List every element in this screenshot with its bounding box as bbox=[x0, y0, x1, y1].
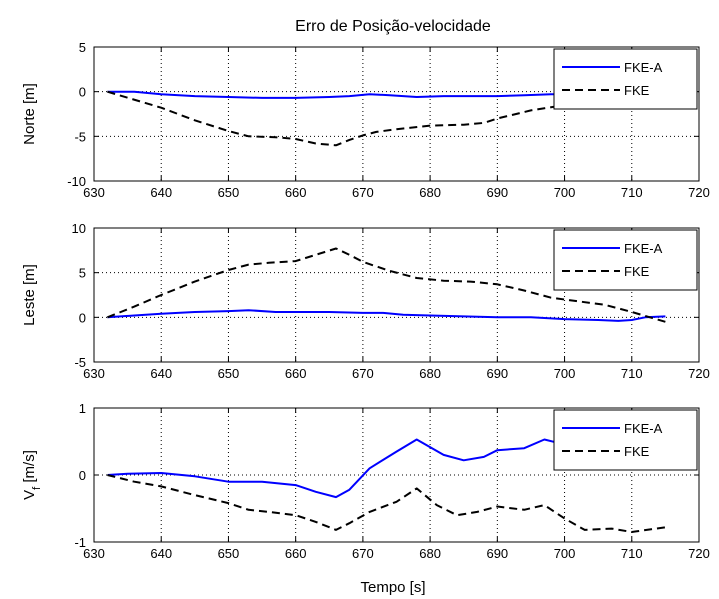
legend: FKE-A FKE bbox=[553, 48, 698, 110]
x-tick-label: 700 bbox=[554, 366, 576, 381]
legend: FKE-A FKE bbox=[553, 229, 698, 291]
x-tick-label: 680 bbox=[419, 366, 441, 381]
legend-label: FKE bbox=[624, 264, 650, 279]
x-tick-label: 660 bbox=[285, 546, 307, 561]
x-tick-label: 650 bbox=[218, 366, 240, 381]
x-tick-label: 650 bbox=[218, 546, 240, 561]
series-line-fke-a bbox=[107, 309, 666, 322]
x-tick-label: 670 bbox=[352, 546, 374, 561]
x-axis-label: Tempo [s] bbox=[360, 579, 425, 596]
y-tick-label: -5 bbox=[74, 129, 86, 144]
panel-1: 630 640 650 660 670 680 690 700 710 720 -10 -5 0 5 Nor… bbox=[21, 40, 710, 200]
y-axis-label: Norte [m] bbox=[21, 83, 38, 145]
legend-label: FKE-A bbox=[624, 60, 663, 75]
x-tick-label: 720 bbox=[688, 185, 710, 200]
legend-label: FKE bbox=[624, 444, 650, 459]
y-tick-label: 5 bbox=[79, 40, 86, 55]
figure-title: Erro de Posição-velocidade bbox=[295, 18, 491, 35]
x-tick-label: 690 bbox=[486, 185, 508, 200]
x-tick-label: 670 bbox=[352, 366, 374, 381]
x-tick-label: 670 bbox=[352, 185, 374, 200]
x-tick-label: 710 bbox=[621, 366, 643, 381]
y-tick-label: -5 bbox=[74, 355, 86, 370]
y-axis-label: Vf [m/s] bbox=[21, 450, 43, 500]
x-tick-label: 700 bbox=[554, 546, 576, 561]
legend-label: FKE bbox=[624, 83, 650, 98]
x-tick-label: 680 bbox=[419, 546, 441, 561]
x-tick-label: 710 bbox=[621, 546, 643, 561]
x-tick-label: 640 bbox=[150, 185, 172, 200]
x-tick-label: 660 bbox=[285, 366, 307, 381]
x-tick-label: 640 bbox=[150, 546, 172, 561]
panel-2: 630 640 650 660 670 680 690 700 710 720 -5 0 5 10 Lest… bbox=[21, 221, 710, 381]
x-tick-label: 680 bbox=[419, 185, 441, 200]
legend-label: FKE-A bbox=[624, 421, 663, 436]
series-line-fke bbox=[107, 474, 666, 533]
x-tick-label: 630 bbox=[83, 546, 105, 561]
x-tick-label: 720 bbox=[688, 546, 710, 561]
legend: FKE-A FKE bbox=[553, 409, 698, 471]
y-tick-label: 10 bbox=[72, 221, 86, 236]
x-tick-label: 640 bbox=[150, 366, 172, 381]
y-tick-label: 0 bbox=[79, 310, 86, 325]
series-line-fke-a bbox=[107, 438, 559, 499]
legend-box bbox=[553, 48, 698, 110]
x-tick-label: 650 bbox=[218, 185, 240, 200]
y-tick-label: -10 bbox=[67, 174, 86, 189]
x-tick-label: 720 bbox=[688, 366, 710, 381]
series-line-fke bbox=[107, 247, 666, 323]
x-tick-label: 690 bbox=[486, 546, 508, 561]
x-tick-label: 700 bbox=[554, 185, 576, 200]
x-tick-label: 630 bbox=[83, 366, 105, 381]
y-axis-label: Leste [m] bbox=[21, 264, 38, 326]
y-tick-label: 0 bbox=[79, 85, 86, 100]
y-tick-label: 5 bbox=[79, 266, 86, 281]
legend-box bbox=[553, 409, 698, 471]
x-tick-label: 660 bbox=[285, 185, 307, 200]
x-tick-label: 710 bbox=[621, 185, 643, 200]
y-tick-label: -1 bbox=[74, 535, 86, 550]
panel-3: 630 640 650 660 670 680 690 700 710 720 -1 0 1 Vf [m/… bbox=[21, 401, 710, 561]
legend-box bbox=[553, 229, 698, 291]
y-tick-label: 1 bbox=[79, 401, 86, 416]
y-tick-label: 0 bbox=[79, 468, 86, 483]
series-line-fke bbox=[107, 90, 659, 147]
x-tick-label: 630 bbox=[83, 185, 105, 200]
legend-label: FKE-A bbox=[624, 241, 663, 256]
x-tick-label: 690 bbox=[486, 366, 508, 381]
